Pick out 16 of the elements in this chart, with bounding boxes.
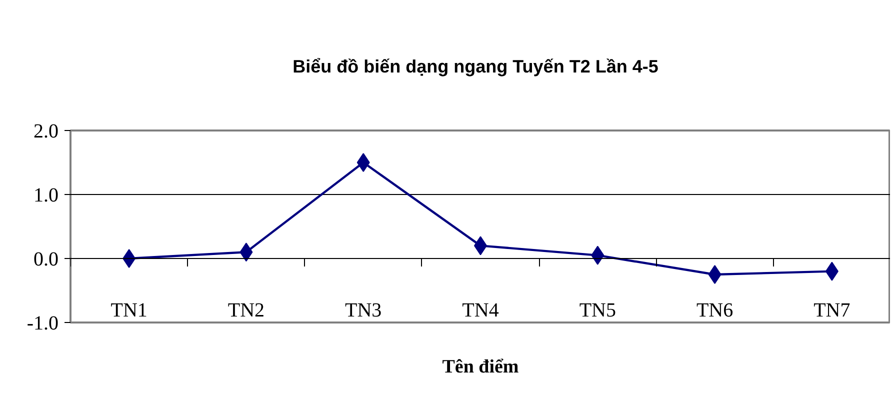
x-tick-label: TN6 <box>696 300 734 322</box>
x-axis-title: Tên điểm <box>442 356 519 378</box>
point <box>356 153 370 172</box>
y-tick-label: 1.0 <box>34 184 58 206</box>
x-tick-label: TN1 <box>110 300 148 322</box>
x-tick-label: TN2 <box>228 300 265 322</box>
y-tick-label: -1.0 <box>26 312 59 334</box>
x-tick-label: TN5 <box>579 300 616 322</box>
y-tick-label: 2.0 <box>34 120 58 142</box>
x-tick-label: TN7 <box>814 300 850 322</box>
x-tick-label: TN3 <box>345 300 382 322</box>
y-tick-label: 0.0 <box>34 248 58 270</box>
chart-title: Biểu đồ biến dạng ngang Tuyến T2 Lần 4-5 <box>292 56 658 76</box>
point <box>122 249 136 268</box>
point <box>708 265 722 284</box>
x-tick-label: TN4 <box>462 300 499 322</box>
